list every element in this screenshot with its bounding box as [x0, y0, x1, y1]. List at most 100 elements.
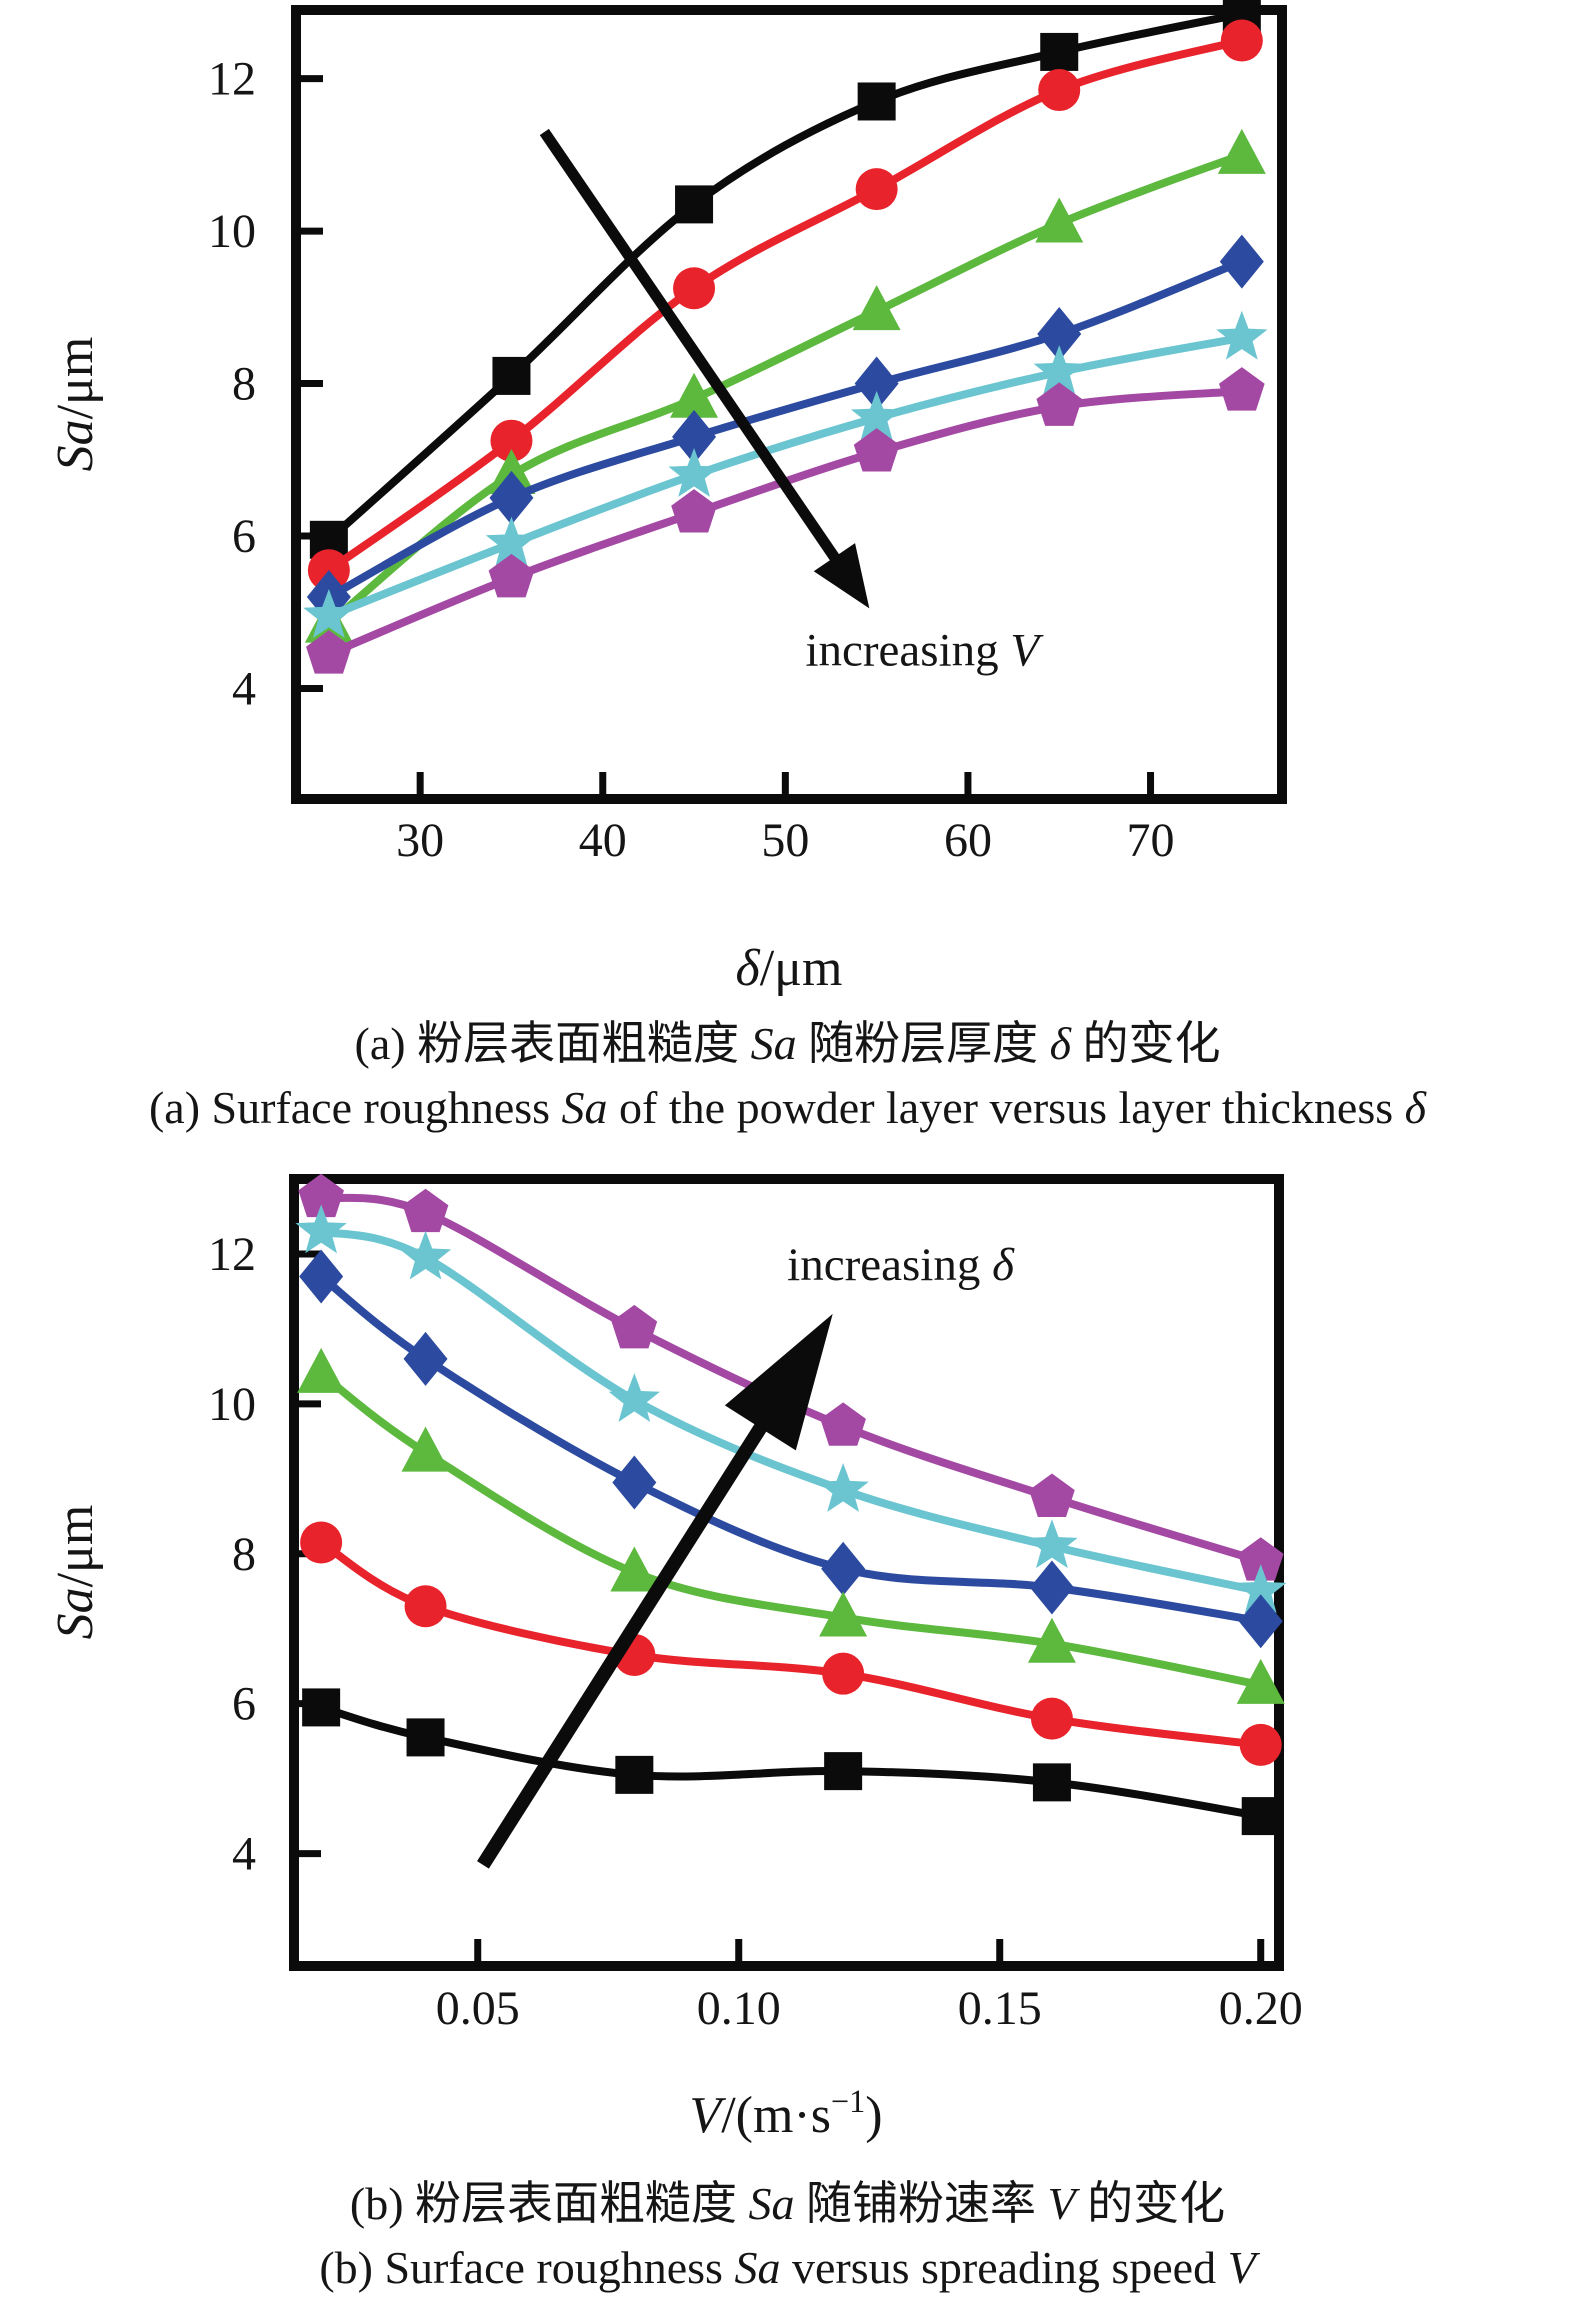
diamond-marker	[1238, 1594, 1283, 1649]
increasing-arrow	[477, 1313, 833, 1869]
pentagon-marker	[1029, 1473, 1075, 1517]
arrow-head	[813, 543, 870, 609]
pentagon-marker	[306, 630, 352, 674]
y-tick-label: 12	[208, 53, 256, 106]
caption-a-chinese: (a) 粉层表面粗糙度 Sa 随粉层厚度 δ 的变化	[354, 1018, 1221, 1069]
series-line	[317, 1703, 1265, 1821]
x-axis-title: V/(m·s−1)	[689, 2083, 882, 2144]
axis-ticks: 0.05 0.10 0.15 0.20 12 10 8 6 4	[208, 1228, 1303, 2035]
diamond-marker	[821, 1541, 866, 1596]
y-tick-label: 12	[208, 1228, 256, 1281]
pentagon-marker	[671, 489, 717, 533]
caption-a: (a) 粉层表面粗糙度 Sa 随粉层厚度 δ 的变化 (a) Surface r…	[0, 1002, 1575, 1158]
star-marker	[1216, 310, 1268, 360]
star-marker	[668, 448, 720, 497]
star-marker	[817, 1463, 869, 1512]
diamond-marker	[854, 356, 899, 411]
increasing-arrow	[539, 128, 870, 609]
y-tick-label: 6	[232, 510, 256, 563]
y-tick-label: 6	[232, 1678, 256, 1731]
diamond-marker	[489, 470, 534, 525]
x-tick-label: 0.15	[958, 1982, 1042, 2035]
square-marker	[824, 1752, 863, 1791]
square-marker	[675, 185, 714, 224]
y-axis-title: Sa/μm	[47, 337, 104, 472]
plot-frame	[291, 5, 1287, 804]
x-tick-label: 0.10	[697, 1982, 781, 2035]
circle-marker	[855, 168, 898, 211]
circle-marker	[1220, 19, 1263, 62]
circle-marker	[1030, 1697, 1073, 1740]
triangle-marker	[819, 1591, 868, 1637]
y-tick-label: 10	[208, 205, 256, 258]
pentagon-marker	[853, 428, 900, 472]
diamond-marker	[299, 1249, 344, 1304]
series-black-squares	[309, 0, 1261, 559]
diamond-marker	[1037, 306, 1082, 361]
caption-b-chinese: (b) 粉层表面粗糙度 Sa 随铺粉速率 V 的变化	[349, 2178, 1226, 2229]
square-marker	[857, 82, 896, 121]
triangle-marker	[610, 1546, 659, 1592]
pentagon-marker	[402, 1188, 449, 1233]
diamond-marker	[1219, 234, 1264, 289]
plot-frame	[289, 1174, 1284, 1971]
caption-b: (b) 粉层表面粗糙度 Sa 随铺粉速率 V 的变化 (b) Surface r…	[0, 2168, 1575, 2300]
triangle-marker	[670, 372, 719, 418]
square-marker	[1040, 32, 1079, 71]
x-tick-label: 40	[579, 814, 627, 867]
x-tick-label: 50	[761, 814, 809, 867]
series-red-circles	[300, 1521, 1282, 1766]
triangle-marker	[401, 1426, 450, 1472]
y-tick-label: 8	[232, 358, 256, 411]
series-blue-diamonds	[299, 1249, 1283, 1649]
star-marker	[485, 516, 538, 566]
x-tick-label: 0.20	[1219, 1982, 1303, 2035]
pentagon-marker	[1036, 382, 1083, 426]
circle-marker	[822, 1652, 865, 1695]
triangle-marker	[852, 285, 901, 331]
diamond-marker	[403, 1331, 448, 1386]
star-marker	[303, 589, 355, 638]
star-marker	[850, 390, 903, 440]
pentagon-marker	[1237, 1537, 1284, 1581]
star-marker	[1033, 345, 1085, 394]
star-marker	[399, 1230, 452, 1280]
triangle-marker	[297, 1347, 346, 1393]
series-black-squares	[302, 1688, 1280, 1836]
y-tick-label: 4	[232, 1828, 256, 1881]
square-marker	[406, 1718, 445, 1757]
series-line	[317, 1538, 1265, 1749]
caption-b-english: (b) Surface roughness Sa versus spreadin…	[319, 2242, 1256, 2293]
series-red-circles	[307, 19, 1263, 592]
circle-marker	[673, 267, 716, 310]
chart-b: 0.05 0.10 0.15 0.20 12 10 8 6 4 V/(m·s−1) Sa/μm inc…	[47, 1173, 1303, 2144]
triangle-marker	[1236, 1658, 1285, 1704]
series-line	[324, 150, 1246, 628]
x-tick-label: 0.05	[436, 1982, 520, 2035]
diamond-marker	[1029, 1560, 1074, 1615]
chart-a: 30 40 50 60 70 12 10 8 6 4 δ/μm Sa/μm increasing V	[47, 0, 1287, 997]
circle-marker	[1239, 1723, 1282, 1766]
star-marker	[1026, 1519, 1078, 1569]
pentagon-marker	[488, 553, 535, 598]
pentagon-marker	[611, 1304, 658, 1349]
square-marker	[1032, 1763, 1071, 1802]
square-marker	[1241, 1797, 1280, 1836]
x-tick-label: 30	[396, 814, 444, 867]
annotation-text: increasing V	[805, 625, 1044, 677]
y-tick-label: 8	[232, 1528, 256, 1581]
arrow-line	[477, 1419, 770, 1869]
star-marker	[1235, 1564, 1287, 1614]
circle-marker	[1038, 69, 1081, 112]
square-marker	[302, 1688, 341, 1727]
series-line	[317, 1272, 1265, 1626]
triangle-marker	[1027, 1617, 1076, 1663]
x-tick-label: 60	[944, 814, 992, 867]
diamond-marker	[672, 409, 717, 464]
series-line	[324, 257, 1246, 601]
series-cyan-stars	[295, 1204, 1287, 1614]
x-axis-title: δ/μm	[736, 940, 843, 997]
series-cyan-stars	[303, 310, 1268, 638]
y-tick-label: 4	[232, 662, 256, 715]
